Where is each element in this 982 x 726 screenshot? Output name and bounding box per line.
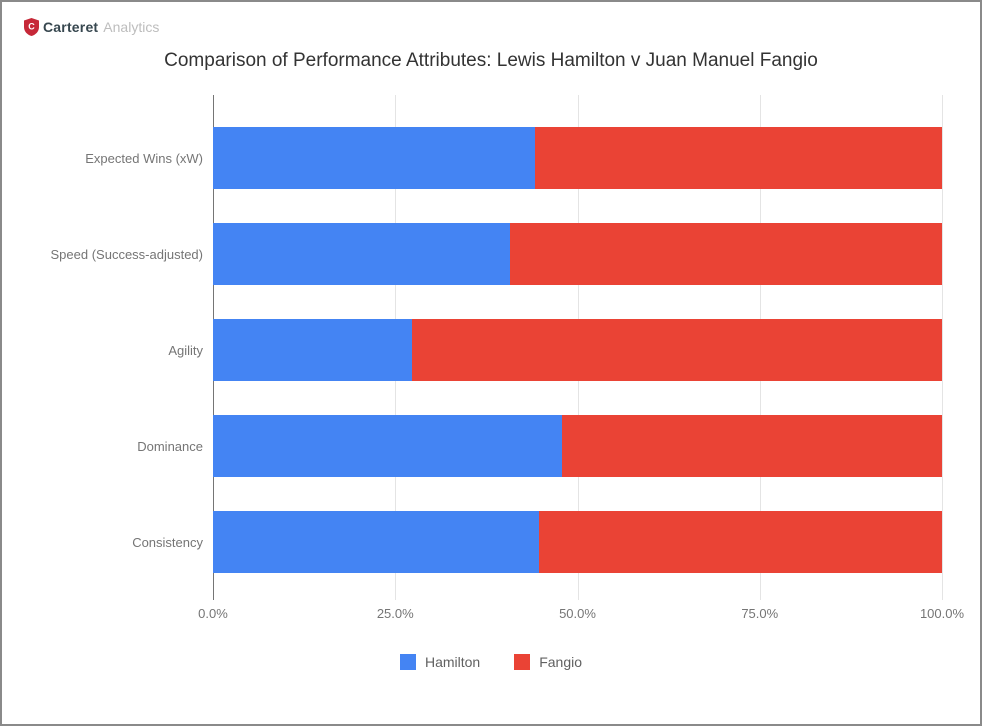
brand-logo: C Carteret Analytics: [24, 18, 159, 36]
bar-row: [213, 494, 942, 590]
x-tick-label: 25.0%: [376, 606, 414, 621]
stacked-bar-plot: [213, 110, 942, 590]
bar-segment-hamilton: [213, 127, 536, 189]
svg-text:C: C: [28, 22, 35, 32]
brand-name-primary: Carteret: [43, 19, 99, 35]
legend-item-hamilton: Hamilton: [399, 654, 481, 670]
chart-title: Comparison of Performance Attributes: Le…: [164, 50, 818, 71]
legend-swatch-hamilton: [399, 654, 416, 670]
bar-row: [213, 206, 942, 302]
bar-row: [213, 398, 942, 494]
legend: Hamilton Fangio: [2, 654, 980, 670]
category-label: Agility: [168, 342, 203, 358]
bar-segment-fangio: [412, 319, 942, 381]
bar-segment-fangio: [562, 415, 942, 477]
x-tick-label: 75.0%: [741, 606, 779, 621]
category-label: Speed (Success-adjusted): [50, 246, 203, 262]
bar-segment-fangio: [509, 223, 942, 285]
legend-swatch-fangio: [514, 654, 531, 670]
bar-stack: [213, 127, 942, 189]
bar-segment-fangio: [535, 127, 942, 189]
bar-segment-hamilton: [213, 319, 413, 381]
x-axis: 0.0% 25.0% 50.0% 75.0% 100.0%: [198, 606, 964, 624]
x-tick-label: 0.0%: [198, 606, 228, 621]
vertical-gridline: [942, 95, 943, 600]
bar-stack: [213, 319, 942, 381]
bar-stack: [213, 223, 942, 285]
legend-label: Hamilton: [424, 654, 481, 670]
bar-row: [213, 110, 942, 206]
bar-segment-hamilton: [213, 511, 539, 573]
bar-row: [213, 302, 942, 398]
legend-item-fangio: Fangio: [514, 654, 582, 670]
category-label: Dominance: [137, 438, 203, 454]
x-tick-label: 100.0%: [919, 606, 965, 621]
bar-segment-hamilton: [213, 223, 510, 285]
legend-label: Fangio: [539, 654, 583, 670]
category-label: Consistency: [132, 534, 203, 550]
bar-segment-fangio: [538, 511, 942, 573]
bar-segment-hamilton: [213, 415, 563, 477]
bar-stack: [213, 415, 942, 477]
x-tick-label: 50.0%: [559, 606, 596, 621]
bar-stack: [213, 511, 942, 573]
category-labels: Expected Wins (xW) Speed (Success-adjuste…: [2, 110, 203, 590]
shield-logo-icon: C: [24, 18, 39, 36]
category-label: Expected Wins (xW): [85, 150, 203, 166]
brand-name-secondary: Analytics: [103, 19, 160, 35]
